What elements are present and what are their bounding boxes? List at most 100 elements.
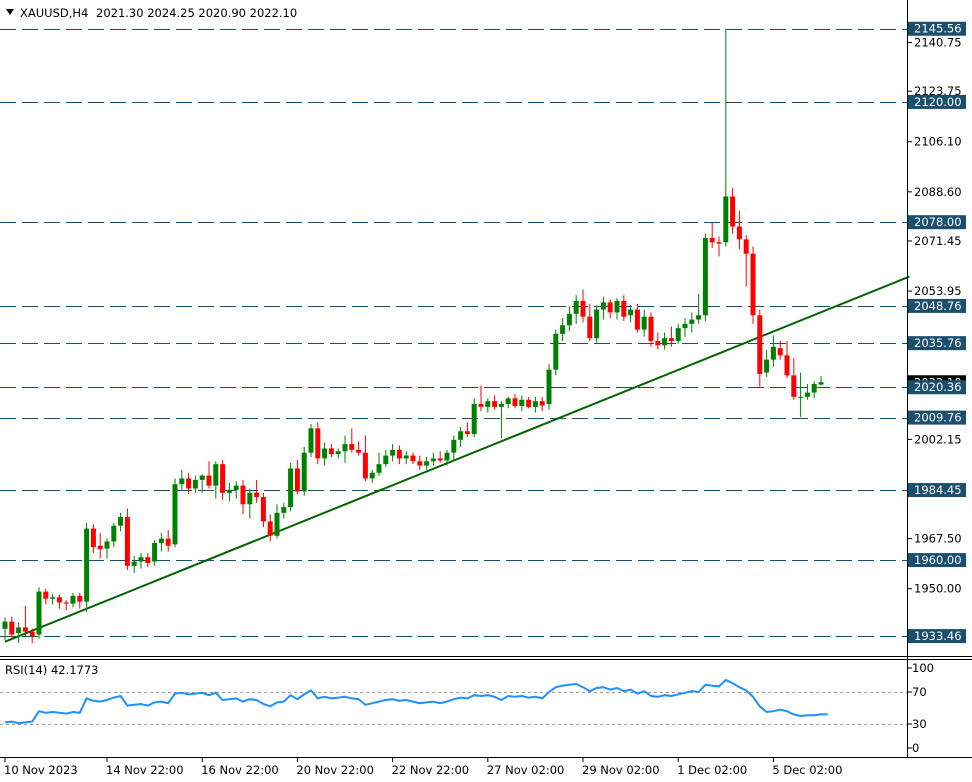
candle (226, 482, 232, 502)
symbol-name[interactable]: XAUUSD,H4 (20, 6, 88, 20)
candle (213, 461, 219, 499)
candle-body (138, 557, 144, 562)
candle-body (410, 455, 416, 462)
candle-body (607, 302, 613, 313)
candle-body (165, 538, 171, 546)
candle-body (770, 346, 776, 360)
candle (458, 426, 464, 447)
candle (84, 522, 90, 612)
candle-body (723, 196, 729, 243)
candle (662, 332, 668, 350)
candle-body (546, 369, 552, 405)
candle (131, 555, 137, 573)
candle-body (573, 300, 579, 314)
candle-body (274, 512, 280, 536)
candle-body (104, 541, 110, 549)
candle-body (580, 300, 586, 317)
level-price-label: 1984.45 (914, 483, 962, 497)
candle (743, 235, 749, 287)
candle (118, 512, 124, 532)
candle (736, 210, 742, 250)
candle-body (648, 316, 654, 342)
candle-body (764, 359, 770, 373)
candle-body (301, 452, 307, 492)
candle (655, 332, 661, 350)
candle-body (260, 497, 266, 522)
candle-body (641, 316, 647, 330)
candle (186, 472, 192, 495)
candle (172, 478, 178, 548)
candle-body (437, 458, 443, 461)
candle (764, 349, 770, 377)
candle (539, 396, 545, 412)
candle (63, 600, 69, 611)
candle (716, 236, 722, 257)
candle-body (730, 196, 736, 227)
candle (444, 449, 450, 466)
candle (546, 363, 552, 410)
time-tick-label: 10 Nov 2023 (4, 763, 78, 777)
candle (22, 605, 28, 636)
candle-body (9, 621, 15, 635)
candle (36, 587, 42, 639)
rsi-tick-label: 70 (912, 685, 927, 699)
candle (410, 452, 416, 465)
candle (369, 469, 375, 483)
candle-body (254, 492, 260, 498)
candle-body (335, 451, 341, 455)
candle-body (56, 597, 62, 603)
candle-body (199, 475, 205, 480)
price-tick-label: 1967.50 (914, 532, 962, 546)
candle (50, 593, 56, 605)
candle-body (240, 485, 246, 505)
candle-body (634, 309, 640, 330)
candle (682, 318, 688, 337)
candle-body (267, 521, 273, 536)
candle (301, 446, 307, 496)
level-price-box (908, 298, 966, 313)
candle-body (424, 461, 430, 466)
candle (328, 444, 334, 457)
candle-body (628, 309, 634, 316)
candle-body (158, 538, 164, 543)
candle (607, 299, 613, 319)
candle-body (519, 399, 525, 407)
candle (424, 456, 430, 470)
level-price-box (908, 483, 966, 498)
candle (260, 492, 266, 528)
candle-body (43, 591, 49, 599)
level-price-label: 2020.36 (914, 380, 962, 394)
candle (362, 435, 368, 482)
axes-layer (0, 0, 972, 758)
candle-body (226, 489, 232, 493)
candle (288, 462, 294, 512)
time-tick-label: 20 Nov 22:00 (296, 763, 374, 777)
candle (526, 396, 532, 409)
candle (750, 246, 756, 324)
candle-body (553, 333, 559, 370)
candle (192, 475, 198, 493)
candle (165, 530, 171, 552)
candle (770, 335, 776, 367)
symbol-dropdown-icon[interactable] (6, 9, 14, 15)
level-price-label: 2048.76 (914, 299, 962, 313)
candle-body (566, 313, 572, 326)
candle-body (70, 595, 76, 604)
candle (403, 451, 409, 465)
candle (396, 445, 402, 465)
candle (757, 309, 763, 387)
candle (152, 540, 158, 566)
candle (492, 395, 498, 410)
candle (566, 306, 572, 332)
candle-body (743, 239, 749, 254)
candle-body (804, 392, 810, 397)
candle (628, 305, 634, 323)
price-tick-label: 2123.75 (914, 84, 962, 98)
candle-body (594, 309, 600, 339)
candle-body (36, 591, 42, 635)
candle-body (90, 528, 96, 548)
candle (315, 422, 321, 465)
candle-body (50, 597, 56, 599)
candle-body (478, 404, 484, 407)
candle-body (485, 401, 491, 407)
